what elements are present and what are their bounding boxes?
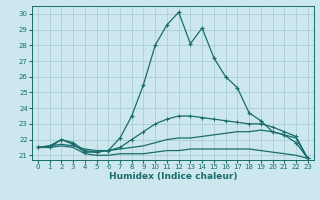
X-axis label: Humidex (Indice chaleur): Humidex (Indice chaleur) [108, 172, 237, 181]
